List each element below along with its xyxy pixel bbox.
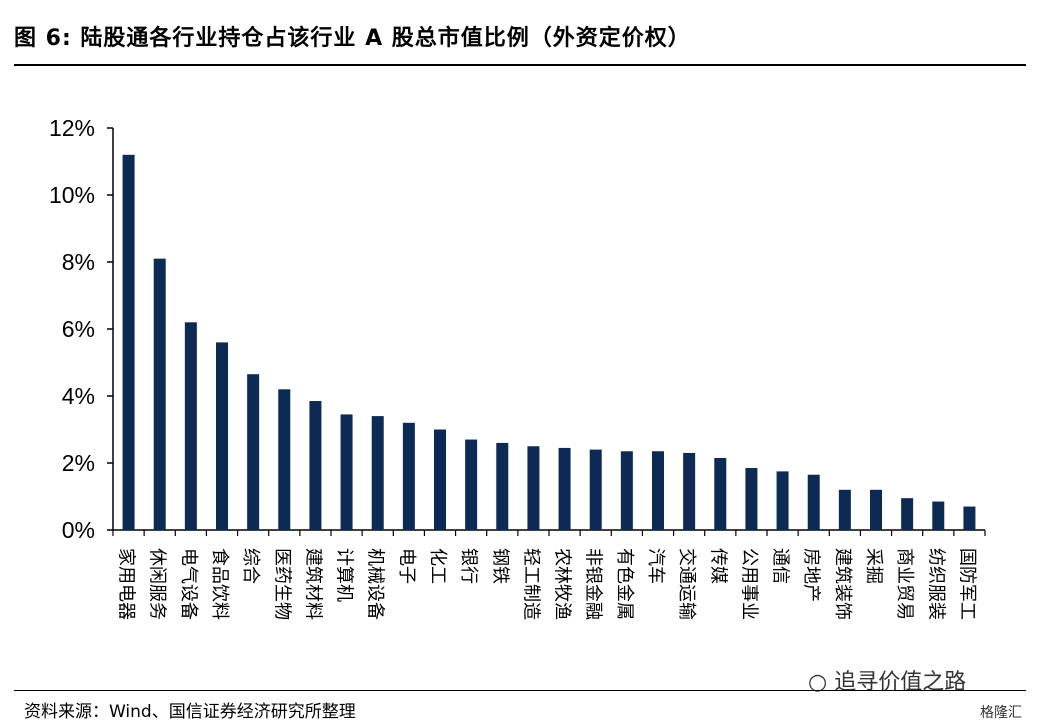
bar: [527, 446, 540, 530]
category-label: 有色金属: [614, 548, 635, 620]
bar: [402, 422, 415, 530]
category-label: 综合: [240, 548, 261, 584]
bar: [558, 447, 571, 530]
category-label: 建筑装饰: [832, 548, 853, 620]
category-label: 建筑材料: [302, 548, 323, 620]
y-tick-label: 8%: [62, 249, 95, 275]
category-label: 轻工制造: [520, 548, 541, 620]
bar: [901, 498, 914, 530]
bar: [340, 414, 353, 530]
bar: [465, 439, 478, 530]
category-label: 家用电器: [116, 548, 137, 620]
category-label: 汽车: [645, 548, 666, 584]
category-label: 采掘: [863, 548, 884, 584]
category-label: 电气设备: [178, 548, 199, 620]
category-label: 国防军工: [956, 548, 977, 620]
bar: [870, 489, 882, 530]
category-label: 交通运输: [676, 548, 697, 620]
y-tick-label: 10%: [49, 182, 95, 208]
category-label: 农林牧渔: [552, 548, 573, 620]
bar: [122, 154, 135, 531]
category-label: 钢铁: [489, 548, 510, 584]
y-tick-label: 6%: [62, 316, 95, 342]
wechat-icon: ○: [808, 670, 828, 695]
bar: [278, 389, 291, 530]
y-tick-label: 2%: [62, 450, 95, 476]
bar: [589, 449, 602, 530]
bar: [620, 451, 633, 530]
bar-chart: 0%2%4%6%8%10%12%家用电器 休闲服务 电气设备 食品饮料 综合 医药生物 建筑…: [49, 115, 986, 620]
category-label: 银行: [458, 548, 479, 584]
watermark-label: 追寻价值之路: [834, 670, 967, 695]
category-label: 房地产: [801, 548, 822, 602]
bar: [371, 416, 384, 530]
category-label: 机械设备: [365, 548, 386, 620]
category-label: 非银金融: [583, 548, 604, 620]
bar: [247, 374, 260, 530]
bar: [216, 342, 228, 530]
bar: [838, 489, 851, 530]
footer-divider: [14, 690, 1026, 691]
bar: [745, 468, 758, 530]
bar: [184, 322, 197, 530]
bar: [309, 401, 322, 530]
bar: [932, 501, 945, 530]
watermark-text: ○ 追寻价值之路: [808, 664, 966, 696]
brand-logo: 格隆汇: [980, 705, 1022, 721]
category-label: 休闲服务: [147, 548, 168, 620]
category-label: 食品饮料: [209, 548, 230, 620]
category-label: 传媒: [707, 548, 728, 584]
category-label: 公用事业: [738, 548, 759, 620]
bar: [496, 442, 509, 530]
category-label: 通信: [770, 548, 791, 584]
bar: [807, 474, 820, 530]
category-label: 电子: [396, 548, 417, 584]
title-divider: [14, 64, 1026, 66]
category-label: 医药生物: [271, 548, 292, 620]
bar: [153, 258, 166, 530]
category-label: 纺织服装: [925, 548, 946, 620]
category-label: 商业贸易: [894, 548, 915, 620]
category-label: 计算机: [334, 548, 355, 602]
y-tick-label: 12%: [49, 115, 95, 141]
bar: [652, 451, 664, 530]
bar: [963, 506, 976, 530]
figure-title: 图 6: 陆股通各行业持仓占该行业 A 股总市值比例（外资定价权）: [14, 26, 691, 51]
bar: [714, 457, 727, 530]
source-note: 资料来源：Wind、国信证券经济研究所整理: [24, 702, 356, 722]
bar: [683, 452, 696, 530]
bar: [776, 471, 789, 530]
y-tick-label: 4%: [62, 383, 95, 409]
category-label: 化工: [427, 548, 448, 584]
bar: [434, 429, 446, 530]
y-tick-label: 0%: [62, 517, 95, 543]
